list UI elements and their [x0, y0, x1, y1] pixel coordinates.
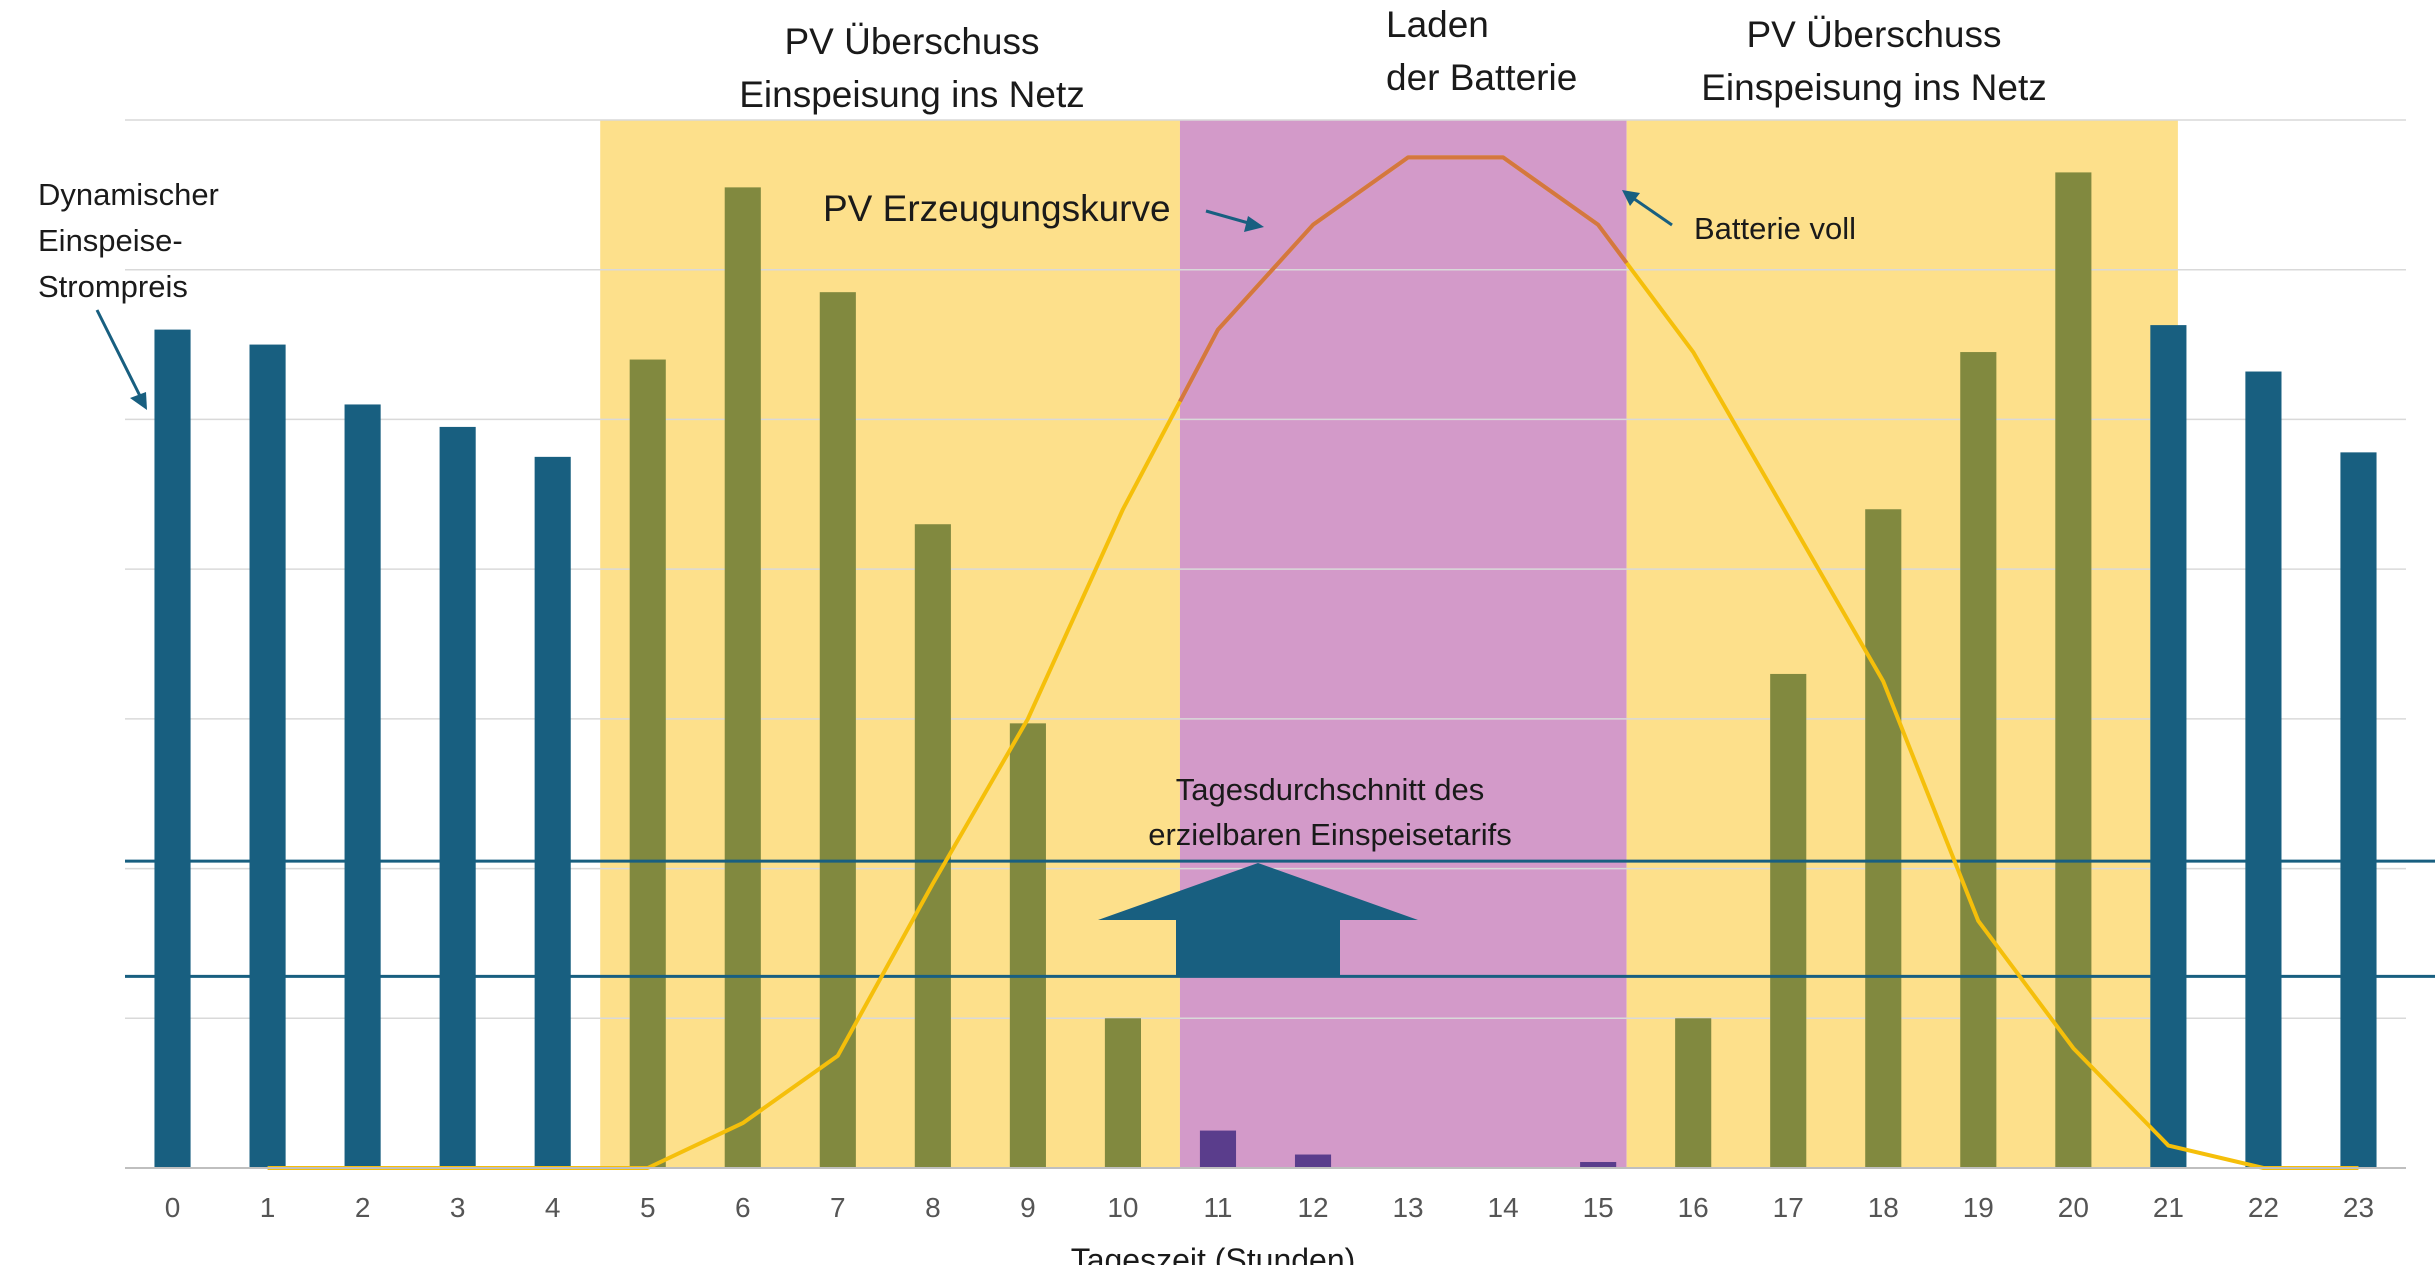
- x-tick-label: 6: [735, 1192, 751, 1223]
- bar-8: [914, 524, 951, 1168]
- pv-surplus-left-subtitle: Einspeisung ins Netz: [739, 74, 1085, 115]
- x-tick-label: 0: [165, 1192, 181, 1223]
- dynamic-price-label-2: Einspeise-: [38, 223, 183, 258]
- bar-5: [629, 359, 666, 1168]
- dynamic-price-label-3: Strompreis: [38, 269, 188, 304]
- x-tick-label: 20: [2058, 1192, 2089, 1223]
- pv-curve-battery-segment: [1178, 155, 1629, 403]
- reference-lines: [125, 859, 2435, 978]
- dynamic-price-arrowhead-icon: [130, 392, 147, 410]
- bars-group: [154, 172, 2377, 1169]
- shaded-region-0: [600, 120, 1180, 1168]
- x-tick-label: 3: [450, 1192, 466, 1223]
- x-tick-label: 21: [2153, 1192, 2184, 1223]
- pointer-arrowheads: [130, 190, 1640, 410]
- pv-surplus-right-subtitle: Einspeisung ins Netz: [1701, 67, 2047, 108]
- x-tick-label: 7: [830, 1192, 846, 1223]
- bar-12: [1294, 1154, 1332, 1168]
- pv-curve-pointer-icon: [1205, 209, 1253, 226]
- dynamic-price-pointer-icon: [95, 309, 143, 399]
- up-arrow-icon: [1098, 863, 1418, 975]
- shaded-region-2: [1626, 120, 2178, 1168]
- x-tick-label: 11: [1203, 1192, 1232, 1223]
- bar-9: [1009, 723, 1046, 1168]
- x-tick-label: 9: [1020, 1192, 1036, 1223]
- bar-2: [344, 404, 381, 1168]
- bar-17: [1770, 673, 1807, 1168]
- bar-22: [2245, 371, 2282, 1168]
- pv-surplus-right-title: PV Überschuss: [1747, 14, 2002, 55]
- pv-curve-label: PV Erzeugungskurve: [823, 188, 1171, 229]
- bar-0: [154, 329, 191, 1169]
- bar-11: [1199, 1130, 1237, 1168]
- bar-10: [1104, 1018, 1141, 1168]
- bar-1: [249, 344, 286, 1169]
- x-tick-label: 5: [640, 1192, 656, 1223]
- bar-6: [724, 187, 761, 1168]
- dynamic-price-label-1: Dynamischer: [38, 177, 219, 212]
- x-tick-label: 12: [1297, 1192, 1328, 1223]
- bar-3: [439, 426, 476, 1168]
- x-tick-label: 19: [1963, 1192, 1994, 1223]
- bar-23: [2340, 452, 2377, 1168]
- x-tick-label: 13: [1392, 1192, 1423, 1223]
- x-tick-label: 18: [1868, 1192, 1899, 1223]
- gridlines: [125, 119, 2406, 1020]
- shaded-region-1: [1179, 120, 1627, 1168]
- pv-curve-arrowhead-icon: [1244, 216, 1264, 232]
- x-tick-label: 22: [2248, 1192, 2279, 1223]
- bar-4: [534, 456, 571, 1168]
- average-tariff-label-2: erzielbaren Einspeisetarifs: [1148, 817, 1512, 852]
- bar-19: [1960, 352, 1997, 1168]
- x-tick-labels: 0 1 2 3 4 5 6 7 8 9 10 11 12 13 14 15 16 17 18 19 20 21 22 23: [165, 1192, 2374, 1223]
- x-tick-label: 14: [1488, 1192, 1519, 1223]
- bar-15: [1580, 1162, 1617, 1168]
- x-axis-title: Tageszeit (Stunden): [1071, 1242, 1356, 1265]
- x-tick-label: 15: [1583, 1192, 1614, 1223]
- battery-title: Laden: [1386, 4, 1489, 45]
- x-tick-label: 17: [1773, 1192, 1804, 1223]
- x-tick-label: 2: [355, 1192, 371, 1223]
- battery-full-arrowhead-icon: [1622, 190, 1640, 206]
- x-tick-label: 8: [925, 1192, 941, 1223]
- pv-surplus-left-title: PV Überschuss: [785, 21, 1040, 62]
- battery-subtitle: der Batterie: [1386, 57, 1577, 98]
- bar-18: [1865, 509, 1902, 1168]
- bar-21: [2150, 325, 2187, 1168]
- x-tick-label: 23: [2343, 1192, 2374, 1223]
- x-tick-label: 16: [1678, 1192, 1709, 1223]
- bar-7: [819, 292, 856, 1169]
- bar-20: [2055, 172, 2092, 1168]
- bar-16: [1675, 1018, 1712, 1168]
- x-tick-label: 1: [260, 1192, 276, 1223]
- average-tariff-label-1: Tagesdurchschnitt des: [1176, 772, 1484, 807]
- battery-full-label: Batterie voll: [1694, 211, 1856, 246]
- x-tick-label: 10: [1107, 1192, 1138, 1223]
- battery-full-pointer-icon: [1629, 194, 1673, 227]
- pointer-arrows: [95, 194, 1673, 399]
- x-tick-label: 4: [545, 1192, 561, 1223]
